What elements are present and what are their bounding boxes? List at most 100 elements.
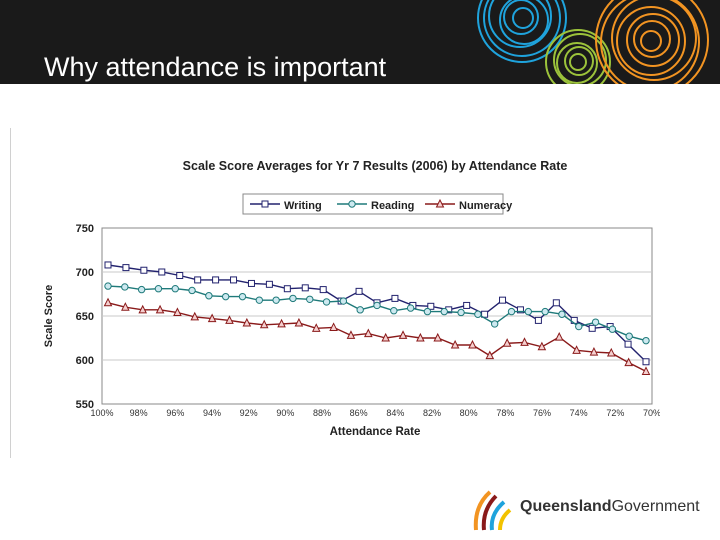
data-point-writing [391,294,399,302]
x-tick-label: 92% [240,408,258,418]
data-point-reading [356,306,364,314]
legend-marker-reading [348,200,356,208]
data-point-numeracy [190,311,200,321]
legend-marker-numeracy [435,198,445,208]
data-point-reading [474,310,482,318]
data-point-writing [176,272,184,280]
data-point-reading [608,325,617,333]
chart-title: Scale Score Averages for Yr 7 Results (2… [183,159,568,173]
data-point-reading [221,292,230,301]
data-point-writing [194,276,202,284]
logo-text: QueenslandGovernment [520,498,700,516]
data-point-reading [205,292,213,300]
data-point-numeracy [450,339,460,349]
data-point-numeracy [572,345,581,354]
data-point-numeracy [606,347,616,357]
x-tick-label: 86% [350,408,368,418]
data-point-numeracy [554,332,564,341]
data-point-numeracy [294,317,304,327]
legend-marker-writing [261,200,269,208]
data-point-reading [524,307,533,316]
legend-label-reading: Reading [371,200,414,212]
x-axis-label: Attendance Rate [330,426,421,438]
y-axis-label: Scale Score [43,285,55,347]
data-point-reading [507,307,516,316]
data-point-numeracy [468,339,477,349]
queensland-government-logo: QueenslandGovernment [470,486,700,532]
data-point-reading [154,285,163,293]
data-point-writing [265,280,273,288]
data-point-writing [230,276,238,284]
y-tick-label: 700 [76,267,94,279]
decorative-circles [477,0,709,84]
data-point-writing [552,299,560,307]
x-tick-label: 76% [533,408,551,418]
data-point-reading [541,307,549,316]
data-point-writing [516,306,524,314]
data-point-reading [457,308,465,317]
slide-title: Why attendance is important [44,52,387,82]
data-point-numeracy [277,318,286,328]
x-tick-label: 88% [313,408,331,418]
data-point-reading [558,310,566,318]
data-point-numeracy [207,313,217,323]
data-point-writing [499,296,507,304]
data-point-reading [591,318,600,326]
orange-circle-graphic [595,0,709,84]
data-point-numeracy [242,317,252,327]
data-point-numeracy [155,304,165,314]
y-tick-label: 750 [76,223,94,235]
data-point-writing [104,261,112,269]
data-point-reading [373,301,381,310]
data-point-numeracy [259,319,269,329]
data-point-reading [306,295,314,303]
data-point-reading [390,307,398,315]
data-point-writing [319,286,327,294]
data-point-numeracy [173,307,182,316]
x-tick-label: 96% [166,408,184,418]
logo-text-bold: Queensland [520,498,612,515]
data-point-reading [490,320,499,328]
data-point-reading [238,292,247,301]
data-point-numeracy [225,315,234,324]
legend-box [242,193,504,215]
data-point-numeracy [381,332,390,342]
data-point-writing [158,268,166,276]
x-tick-label: 94% [203,408,221,418]
data-point-writing [624,340,632,348]
data-point-writing [642,358,650,366]
x-tick-label: 84% [386,408,404,418]
data-point-writing [463,301,471,309]
logo-text-regular: Government [611,498,700,515]
x-tick-label: 100% [90,408,113,418]
data-point-reading [188,286,196,295]
data-point-numeracy [520,337,529,346]
data-point-writing [212,276,220,284]
data-point-reading [289,294,297,303]
logo-emblem-icon [473,490,512,531]
legend-label-writing: Writing [284,200,322,212]
data-point-reading [322,298,331,306]
data-point-reading [642,336,650,345]
blue-circle-graphic [477,0,567,63]
data-point-reading [137,285,146,294]
data-point-reading [272,296,280,304]
data-point-numeracy [329,322,338,331]
data-point-writing [481,310,489,318]
legend-label-numeracy: Numeracy [459,200,513,212]
x-tick-label: 74% [570,408,588,418]
data-point-reading [440,307,448,316]
data-point-numeracy [121,302,130,311]
data-point-numeracy [364,328,373,338]
data-point-numeracy [311,323,321,332]
data-point-numeracy [416,332,425,342]
data-point-reading [339,297,348,305]
data-point-writing [534,316,542,324]
data-point-reading [104,282,112,290]
data-point-numeracy [485,350,495,360]
green-circle-graphic [545,29,611,84]
data-point-reading [121,283,129,291]
x-tick-label: 72% [606,408,624,418]
data-point-writing [301,284,309,292]
data-point-reading [255,296,264,304]
